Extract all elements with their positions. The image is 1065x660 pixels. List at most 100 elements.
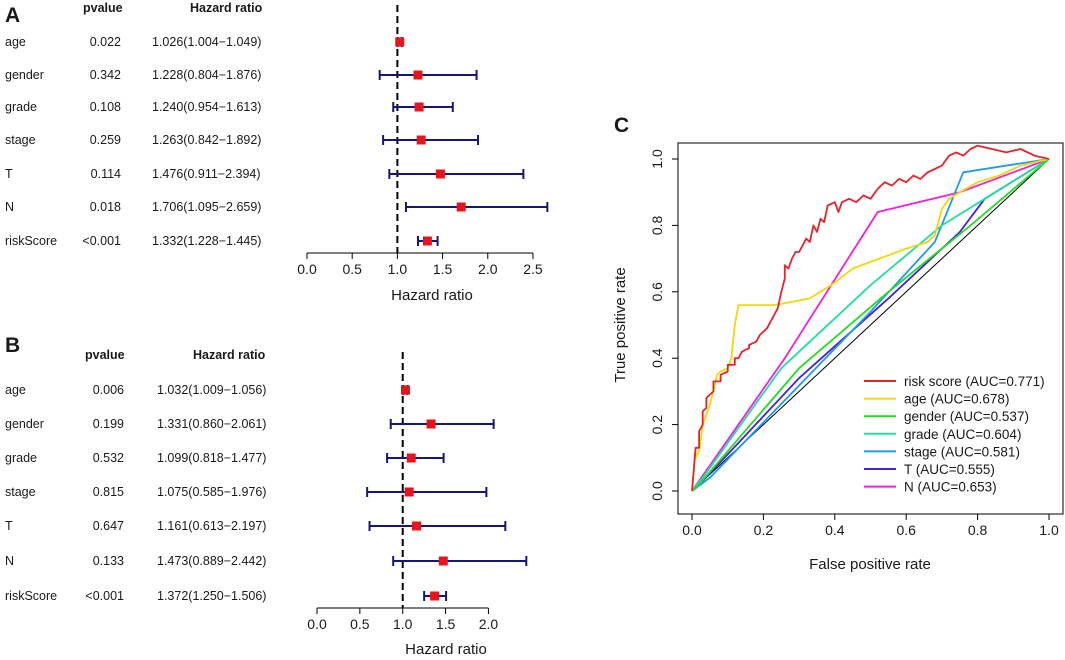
panel-label-a: A [5, 4, 20, 27]
roc-curve-grade [691, 158, 1050, 492]
roc-curve-gender [691, 158, 1050, 492]
hr-point-age [400, 385, 410, 395]
x-tick-label: 2.5 [523, 261, 543, 277]
legend-label-grade: grade (AUC=0.604) [904, 427, 1021, 442]
legend-label-N: N (AUC=0.653) [904, 480, 997, 495]
hr-text-stage: 1.263(0.842−1.892) [152, 133, 261, 147]
forest-rows-b: age 0.006 1.032(1.009−1.056) gender 0.199 1.3… [5, 352, 528, 632]
pvalue-header-a: pvalue [83, 1, 123, 15]
roc-y-tick-label: 0.6 [649, 282, 665, 302]
pvalue-gender: 0.199 [93, 417, 124, 431]
roc-x-tick-label: 0.8 [968, 522, 988, 538]
hr-text-t: 1.476(0.911−2.394) [152, 167, 261, 181]
pvalue-age: 0.022 [90, 35, 121, 49]
hr-point-n [438, 556, 448, 566]
row-label-gender: gender [5, 417, 44, 431]
pvalue-n: 0.133 [93, 554, 124, 568]
hr-point-riskscore [430, 591, 440, 601]
pvalue-grade: 0.532 [93, 451, 124, 465]
roc-y-tick-label: 1.0 [649, 149, 665, 169]
roc-curve-N [691, 158, 1050, 492]
hr-text-grade: 1.240(0.954−1.613) [152, 100, 261, 114]
roc-axes: 0.0 0.0 0.2 0.2 0.4 0.4 0.6 0.6 0.8 0.8 1.0 1.0 [649, 149, 1059, 538]
hr-text-n: 1.473(0.889−2.442) [157, 554, 266, 568]
legend-label-age: age (AUC=0.678) [904, 392, 1009, 407]
hr-text-gender: 1.331(0.860−2.061) [157, 417, 266, 431]
hr-point-riskscore [422, 236, 432, 246]
x-tick-label: 0.5 [342, 261, 362, 277]
roc-y-tick-label: 0.8 [649, 215, 665, 235]
pvalue-t: 0.647 [93, 519, 124, 533]
pvalue-stage: 0.815 [93, 485, 124, 499]
pvalue-riskscore: <0.001 [85, 589, 124, 603]
row-label-t: T [5, 519, 13, 533]
hr-point-gender [413, 70, 423, 80]
hr-point-grade [406, 453, 416, 463]
legend-label-risk-score: risk score (AUC=0.771) [904, 374, 1045, 389]
hr-text-riskscore: 1.372(1.250−1.506) [157, 589, 266, 603]
hr-point-gender [426, 419, 436, 429]
hr-text-stage: 1.075(0.585−1.976) [157, 485, 266, 499]
forest-rows-a: age 0.022 1.026(1.004−1.049) gender 0.342 1.2… [5, 5, 549, 277]
row-label-stage: stage [5, 485, 36, 499]
roc-y-tick-label: 0.0 [649, 481, 665, 501]
hr-point-age [395, 37, 405, 47]
row-label-age: age [5, 35, 26, 49]
roc-curve-risk-score [691, 144, 1050, 492]
x-tick-label: 1.0 [393, 616, 413, 632]
forest-plot-a: A pvalue Hazard ratio age 0.022 1.026(1.00… [5, 1, 549, 304]
x-tick-label: 0.0 [297, 261, 317, 277]
x-tick-label: 1.5 [433, 261, 453, 277]
row-label-gender: gender [5, 68, 44, 82]
hr-header-b: Hazard ratio [193, 348, 266, 362]
roc-x-tick-label: 1.0 [1039, 522, 1059, 538]
x-tick-label: 1.0 [388, 261, 408, 277]
roc-curves [691, 144, 1050, 492]
roc-x-tick-label: 0.6 [896, 522, 916, 538]
row-label-stage: stage [5, 133, 36, 147]
pvalue-t: 0.114 [91, 167, 121, 181]
x-tick-label: 2.0 [479, 616, 499, 632]
hr-text-age: 1.032(1.009−1.056) [157, 383, 266, 397]
x-axis-title-a: Hazard ratio [391, 287, 473, 304]
hr-text-t: 1.161(0.613−2.197) [157, 519, 266, 533]
pvalue-grade: 0.108 [90, 100, 121, 114]
roc-curve-stage [691, 158, 1050, 492]
row-label-t: T [5, 167, 13, 181]
hr-point-stage [416, 135, 426, 145]
panel-label-b: B [5, 334, 20, 357]
hr-text-n: 1.706(1.095−2.659) [152, 200, 261, 214]
legend-label-T: T (AUC=0.555) [904, 462, 995, 477]
hr-point-t [435, 169, 445, 179]
hr-point-n [456, 202, 466, 212]
roc-x-tick-label: 0.2 [754, 522, 774, 538]
row-label-riskscore: riskScore [5, 589, 57, 603]
legend-label-stage: stage (AUC=0.581) [904, 444, 1020, 459]
forest-plot-b: B pvalue Hazard ratio age 0.006 1.032(1.00… [5, 334, 528, 658]
hr-point-grade [414, 102, 424, 112]
panel-label-c: C [614, 114, 629, 137]
roc-y-axis-title: True positive rate [612, 267, 629, 382]
hr-text-age: 1.026(1.004−1.049) [152, 35, 261, 49]
row-label-n: N [5, 200, 14, 214]
roc-curve-age [691, 158, 1050, 492]
row-label-grade: grade [5, 451, 37, 465]
roc-plot: C 0.0 0.0 0.2 0.2 0.4 0.4 0.6 0.6 0.8 0.8 1.0 1.0 F… [612, 114, 1064, 573]
row-label-age: age [5, 383, 26, 397]
x-tick-label: 1.5 [436, 616, 456, 632]
pvalue-n: 0.018 [90, 200, 121, 214]
x-tick-label: 0.5 [350, 616, 370, 632]
pvalue-gender: 0.342 [90, 68, 121, 82]
roc-y-tick-label: 0.2 [649, 415, 665, 435]
pvalue-riskscore: <0.001 [82, 234, 121, 248]
roc-x-tick-label: 0.0 [682, 522, 702, 538]
hr-point-t [412, 521, 422, 531]
row-label-n: N [5, 554, 14, 568]
roc-legend: risk score (AUC=0.771) age (AUC=0.678) gen… [864, 374, 1045, 495]
hr-text-riskscore: 1.332(1.228−1.445) [152, 234, 261, 248]
row-label-grade: grade [5, 100, 37, 114]
pvalue-stage: 0.259 [90, 133, 121, 147]
x-tick-label: 0.0 [307, 616, 327, 632]
roc-plot-frame [677, 142, 1064, 515]
